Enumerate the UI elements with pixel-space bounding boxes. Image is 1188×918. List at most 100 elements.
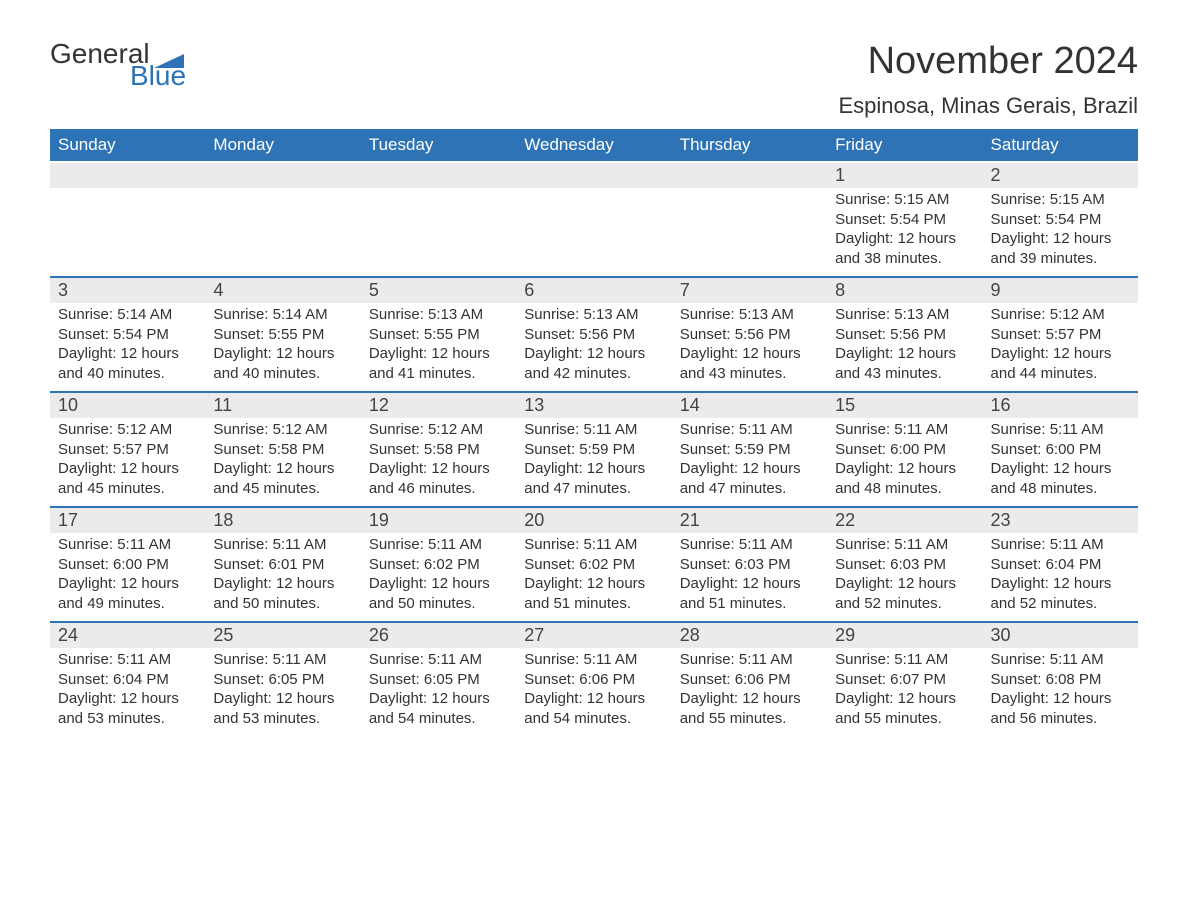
day-cell: Sunrise: 5:11 AMSunset: 6:03 PMDaylight:… xyxy=(672,533,827,619)
sunrise-line: Sunrise: 5:11 AM xyxy=(680,650,819,670)
day-cell: Sunrise: 5:14 AMSunset: 5:55 PMDaylight:… xyxy=(205,303,360,389)
day-cell xyxy=(361,188,516,274)
day-cell: Sunrise: 5:13 AMSunset: 5:56 PMDaylight:… xyxy=(672,303,827,389)
day-number: 9 xyxy=(983,278,1138,303)
day-number-strip: 12 xyxy=(50,163,1138,188)
daylight-line: Daylight: 12 hours and 49 minutes. xyxy=(58,574,197,613)
day-number: 29 xyxy=(827,623,982,648)
sunrise-line: Sunrise: 5:11 AM xyxy=(524,535,663,555)
daylight-line: Daylight: 12 hours and 40 minutes. xyxy=(58,344,197,383)
sunset-line: Sunset: 5:58 PM xyxy=(213,440,352,460)
daylight-line: Daylight: 12 hours and 51 minutes. xyxy=(524,574,663,613)
week-row: 24252627282930Sunrise: 5:11 AMSunset: 6:… xyxy=(50,621,1138,734)
day-number: 5 xyxy=(361,278,516,303)
day-cell xyxy=(516,188,671,274)
weekday-cell: Tuesday xyxy=(361,129,516,161)
day-cell: Sunrise: 5:11 AMSunset: 6:04 PMDaylight:… xyxy=(50,648,205,734)
sunrise-line: Sunrise: 5:11 AM xyxy=(369,535,508,555)
daylight-line: Daylight: 12 hours and 44 minutes. xyxy=(991,344,1130,383)
sunrise-line: Sunrise: 5:11 AM xyxy=(680,535,819,555)
week-row: 17181920212223Sunrise: 5:11 AMSunset: 6:… xyxy=(50,506,1138,619)
sunset-line: Sunset: 5:56 PM xyxy=(524,325,663,345)
month-title: November 2024 xyxy=(838,40,1138,83)
daylight-line: Daylight: 12 hours and 41 minutes. xyxy=(369,344,508,383)
day-cell: Sunrise: 5:11 AMSunset: 6:00 PMDaylight:… xyxy=(50,533,205,619)
day-cell: Sunrise: 5:11 AMSunset: 5:59 PMDaylight:… xyxy=(516,418,671,504)
sunset-line: Sunset: 5:59 PM xyxy=(680,440,819,460)
sunrise-line: Sunrise: 5:12 AM xyxy=(991,305,1130,325)
day-number: 14 xyxy=(672,393,827,418)
day-cell xyxy=(50,188,205,274)
sunset-line: Sunset: 5:54 PM xyxy=(835,210,974,230)
sunset-line: Sunset: 6:05 PM xyxy=(213,670,352,690)
day-number-strip: 24252627282930 xyxy=(50,623,1138,648)
weekday-cell: Sunday xyxy=(50,129,205,161)
day-cell: Sunrise: 5:12 AMSunset: 5:58 PMDaylight:… xyxy=(361,418,516,504)
day-cell: Sunrise: 5:11 AMSunset: 6:04 PMDaylight:… xyxy=(983,533,1138,619)
daylight-line: Daylight: 12 hours and 56 minutes. xyxy=(991,689,1130,728)
day-number: 19 xyxy=(361,508,516,533)
sunset-line: Sunset: 5:55 PM xyxy=(213,325,352,345)
sunrise-line: Sunrise: 5:11 AM xyxy=(835,535,974,555)
weeks-container: 12Sunrise: 5:15 AMSunset: 5:54 PMDayligh… xyxy=(50,163,1138,734)
weekday-header-row: SundayMondayTuesdayWednesdayThursdayFrid… xyxy=(50,129,1138,161)
sunset-line: Sunset: 5:54 PM xyxy=(58,325,197,345)
sunset-line: Sunset: 5:57 PM xyxy=(991,325,1130,345)
sunset-line: Sunset: 6:04 PM xyxy=(58,670,197,690)
day-number: 15 xyxy=(827,393,982,418)
sunset-line: Sunset: 5:56 PM xyxy=(680,325,819,345)
day-number xyxy=(205,163,360,188)
sunrise-line: Sunrise: 5:11 AM xyxy=(58,650,197,670)
day-cell: Sunrise: 5:11 AMSunset: 5:59 PMDaylight:… xyxy=(672,418,827,504)
day-number: 28 xyxy=(672,623,827,648)
sunrise-line: Sunrise: 5:11 AM xyxy=(58,535,197,555)
day-number: 21 xyxy=(672,508,827,533)
calendar: SundayMondayTuesdayWednesdayThursdayFrid… xyxy=(50,129,1138,734)
day-number: 7 xyxy=(672,278,827,303)
daylight-line: Daylight: 12 hours and 43 minutes. xyxy=(835,344,974,383)
sunset-line: Sunset: 6:00 PM xyxy=(835,440,974,460)
day-number: 18 xyxy=(205,508,360,533)
sunrise-line: Sunrise: 5:11 AM xyxy=(213,650,352,670)
day-number: 3 xyxy=(50,278,205,303)
day-number: 26 xyxy=(361,623,516,648)
day-number: 20 xyxy=(516,508,671,533)
day-cell: Sunrise: 5:13 AMSunset: 5:56 PMDaylight:… xyxy=(827,303,982,389)
sunrise-line: Sunrise: 5:13 AM xyxy=(835,305,974,325)
daylight-line: Daylight: 12 hours and 45 minutes. xyxy=(58,459,197,498)
day-cell: Sunrise: 5:11 AMSunset: 6:07 PMDaylight:… xyxy=(827,648,982,734)
sunset-line: Sunset: 6:08 PM xyxy=(991,670,1130,690)
day-body-strip: Sunrise: 5:11 AMSunset: 6:04 PMDaylight:… xyxy=(50,648,1138,734)
sunset-line: Sunset: 6:00 PM xyxy=(58,555,197,575)
day-cell: Sunrise: 5:11 AMSunset: 6:00 PMDaylight:… xyxy=(983,418,1138,504)
day-number: 25 xyxy=(205,623,360,648)
day-cell: Sunrise: 5:13 AMSunset: 5:56 PMDaylight:… xyxy=(516,303,671,389)
day-body-strip: Sunrise: 5:11 AMSunset: 6:00 PMDaylight:… xyxy=(50,533,1138,619)
sunrise-line: Sunrise: 5:12 AM xyxy=(213,420,352,440)
sunrise-line: Sunrise: 5:11 AM xyxy=(524,420,663,440)
sunset-line: Sunset: 6:00 PM xyxy=(991,440,1130,460)
sunset-line: Sunset: 6:03 PM xyxy=(680,555,819,575)
day-number: 23 xyxy=(983,508,1138,533)
day-cell xyxy=(672,188,827,274)
sunrise-line: Sunrise: 5:11 AM xyxy=(991,420,1130,440)
day-cell: Sunrise: 5:11 AMSunset: 6:02 PMDaylight:… xyxy=(516,533,671,619)
sunset-line: Sunset: 6:04 PM xyxy=(991,555,1130,575)
day-cell: Sunrise: 5:12 AMSunset: 5:57 PMDaylight:… xyxy=(50,418,205,504)
week-row: 3456789Sunrise: 5:14 AMSunset: 5:54 PMDa… xyxy=(50,276,1138,389)
day-number: 12 xyxy=(361,393,516,418)
day-body-strip: Sunrise: 5:15 AMSunset: 5:54 PMDaylight:… xyxy=(50,188,1138,274)
sunset-line: Sunset: 5:59 PM xyxy=(524,440,663,460)
sunrise-line: Sunrise: 5:11 AM xyxy=(680,420,819,440)
daylight-line: Daylight: 12 hours and 52 minutes. xyxy=(991,574,1130,613)
day-number-strip: 10111213141516 xyxy=(50,393,1138,418)
day-number xyxy=(361,163,516,188)
day-cell: Sunrise: 5:11 AMSunset: 6:08 PMDaylight:… xyxy=(983,648,1138,734)
sunrise-line: Sunrise: 5:13 AM xyxy=(369,305,508,325)
daylight-line: Daylight: 12 hours and 55 minutes. xyxy=(835,689,974,728)
sunrise-line: Sunrise: 5:13 AM xyxy=(680,305,819,325)
day-cell: Sunrise: 5:12 AMSunset: 5:58 PMDaylight:… xyxy=(205,418,360,504)
day-cell: Sunrise: 5:11 AMSunset: 6:06 PMDaylight:… xyxy=(672,648,827,734)
day-body-strip: Sunrise: 5:14 AMSunset: 5:54 PMDaylight:… xyxy=(50,303,1138,389)
weekday-cell: Saturday xyxy=(983,129,1138,161)
